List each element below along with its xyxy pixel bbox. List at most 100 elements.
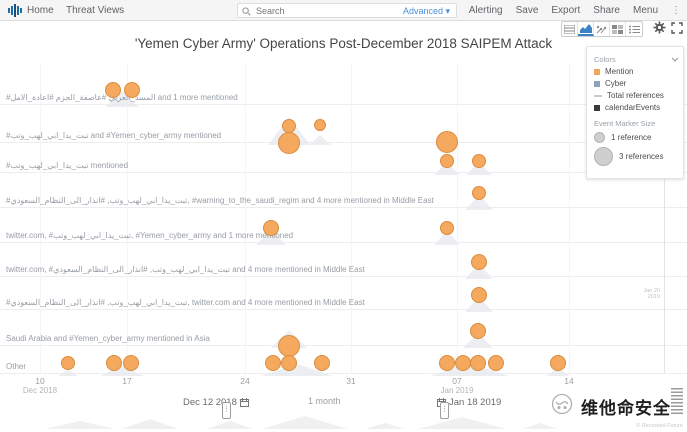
legend-collapse-icon[interactable] [671,49,679,67]
row-gridline [0,309,687,310]
tick-gridline [245,64,246,373]
event-marker[interactable] [105,82,121,98]
reference-volume-mound [309,132,331,145]
row-label: #تبت_يدا_ابي_لهب_وتب, #انذار_الى_النظام_… [6,196,434,205]
brush-volume-mound [207,418,253,429]
grid-view-icon[interactable] [610,22,626,36]
brush-volume-mound [122,416,178,429]
legend-color-item[interactable]: Mention [594,67,676,76]
event-marker[interactable] [440,154,454,168]
alerting-button[interactable]: Alerting [469,5,503,16]
topbar-right-menu: Alerting Save Export Share Menu ⋮ [469,5,681,16]
brush-volume-mound [365,420,405,429]
event-marker[interactable] [471,287,487,303]
tick-gridline [40,64,41,373]
event-marker[interactable] [314,355,330,371]
event-marker[interactable] [439,355,455,371]
menu-button[interactable]: Menu [633,5,658,16]
legend-color-label: Total references [607,91,664,100]
x-axis-tick: 07Jan 2019 [441,377,474,395]
brush-volume-mound [522,420,558,429]
advanced-search-toggle[interactable]: Advanced ▾ [403,6,450,17]
export-button[interactable]: Export [551,5,580,16]
fullscreen-icon[interactable] [671,21,683,39]
legend-color-item[interactable]: Total references [594,91,676,100]
nav-threat-views[interactable]: Threat Views [66,5,124,16]
event-marker[interactable] [278,132,300,154]
event-marker[interactable] [471,254,487,270]
row-gridline [0,142,687,143]
event-marker[interactable] [61,356,75,370]
row-gridline [0,242,687,243]
event-marker[interactable] [440,221,454,235]
row-gridline [0,104,687,105]
watermark-text: 维他命安全 [581,394,671,419]
event-marker[interactable] [282,119,296,133]
line-swatch-icon [594,95,602,97]
row-label: twitter.com, #تبت_يدا_ابي_لهب_وتب, #Yeme… [6,231,293,240]
legend-size-item: 3 references [594,147,676,166]
tick-gridline [351,64,352,373]
event-marker[interactable] [470,355,486,371]
row-label: #تبت_يدا_ابي_لهب_وتب mentioned [6,161,128,170]
event-marker[interactable] [488,355,504,371]
x-axis-tick: 17 [122,377,131,386]
row-gridline [0,207,687,208]
barcode-stripes [671,388,683,414]
color-swatch-icon [594,81,600,87]
brush-handle[interactable]: ⋮ [222,402,231,419]
row-gridline [0,172,687,173]
app-window: Home Threat Views Advanced ▾ Alerting Sa… [0,0,687,432]
legend-color-item[interactable]: calendarEvents [594,103,676,112]
legend-colors-title: Colors [594,55,676,64]
size-sample-circle [594,147,613,166]
event-marker[interactable] [550,355,566,371]
settings-gear-icon[interactable] [653,21,666,39]
event-marker[interactable] [472,186,486,200]
table-view-icon[interactable] [562,22,578,36]
event-marker[interactable] [265,355,281,371]
timeline-view-icon[interactable] [578,22,594,36]
brush-volume-mound [45,418,115,429]
annotation-date-label: Jan 20 2019 [630,288,660,300]
watermark-logo [551,393,573,420]
event-marker[interactable] [281,355,297,371]
event-marker[interactable] [124,82,140,98]
event-marker[interactable] [470,323,486,339]
event-marker[interactable] [455,355,471,371]
row-label: #تبت_يدا_ابي_لهب_وتب and #Yemen_cyber_ar… [6,131,221,140]
list-view-icon[interactable] [626,22,642,36]
color-swatch-icon [594,69,600,75]
page-title: 'Yemen Cyber Army' Operations Post-Decem… [0,36,687,51]
recorded-future-logo-icon [8,4,23,20]
color-swatch-icon [594,105,600,111]
legend-color-label: calendarEvents [605,103,660,112]
legend-color-label: Mention [605,67,633,76]
scatter-view-icon[interactable] [594,22,610,36]
row-label: Other [6,362,26,371]
legend-color-item[interactable]: Cyber [594,79,676,88]
event-marker[interactable] [472,154,486,168]
save-button[interactable]: Save [516,5,539,16]
search-input[interactable] [254,4,388,18]
event-marker[interactable] [123,355,139,371]
search-icon [242,7,251,16]
tick-gridline [569,64,570,373]
legend-panel: Colors Mention Cyber Total references calen… [586,46,684,179]
view-switcher [561,21,643,37]
search-box: Advanced ▾ [237,3,457,18]
share-button[interactable]: Share [593,5,620,16]
event-marker[interactable] [263,220,279,236]
row-label: twitter.com, #تبت_يدا_ابي_لهب_وتب, #انذا… [6,265,365,274]
tick-gridline [457,64,458,373]
event-marker[interactable] [278,335,300,357]
event-marker[interactable] [106,355,122,371]
kebab-menu-icon[interactable]: ⋮ [671,5,681,16]
brush-handle[interactable]: ⋮ [440,402,449,419]
legend-size-label: 1 reference [611,133,651,142]
nav-home[interactable]: Home [27,5,54,16]
event-marker[interactable] [436,131,458,153]
event-marker[interactable] [314,119,326,131]
tick-gridline [127,64,128,373]
row-gridline [0,276,687,277]
